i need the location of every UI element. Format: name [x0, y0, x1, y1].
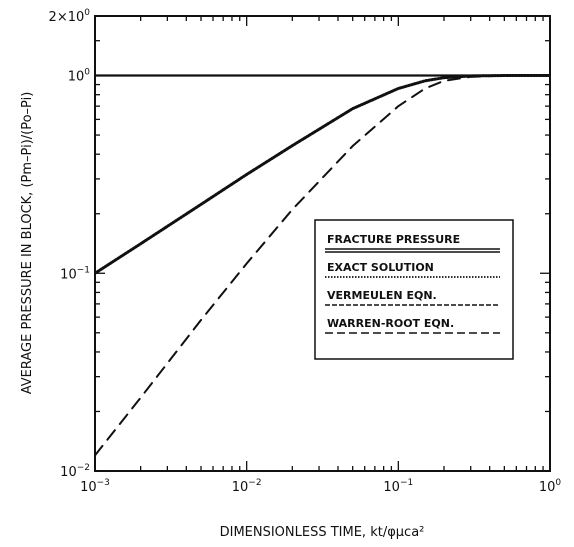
x-tick-label: 10−2 [232, 478, 262, 495]
y-tick-label: 100 [68, 68, 91, 85]
legend-entry: WARREN-ROOT EQN. [327, 317, 454, 330]
series-line-warren-root-eqn [95, 74, 550, 457]
x-tick-label: 100 [539, 478, 562, 495]
x-tick-label: 10−3 [80, 478, 110, 495]
legend-box [314, 219, 514, 360]
y-tick-label: 10−2 [60, 463, 90, 480]
x-axis-label: DIMENSIONLESS TIME, kt/φμca² [220, 525, 425, 540]
y-tick-label: 2×100 [49, 8, 91, 25]
legend-entry: VERMEULEN EQN. [327, 289, 437, 302]
legend-entry: EXACT SOLUTION [327, 261, 434, 274]
plot-series [95, 74, 550, 457]
legend-entry: FRACTURE PRESSURE [327, 233, 460, 246]
x-tick-label: 10−1 [383, 478, 413, 495]
legend: FRACTURE PRESSURE EXACT SOLUTION VERMEULEN… [314, 219, 514, 360]
y-axis-label: AVERAGE PRESSURE IN BLOCK, (Pm–Pi)/(Po–P… [20, 92, 35, 395]
y-tick-label: 10−1 [60, 265, 90, 282]
plot-frame [94, 15, 551, 472]
